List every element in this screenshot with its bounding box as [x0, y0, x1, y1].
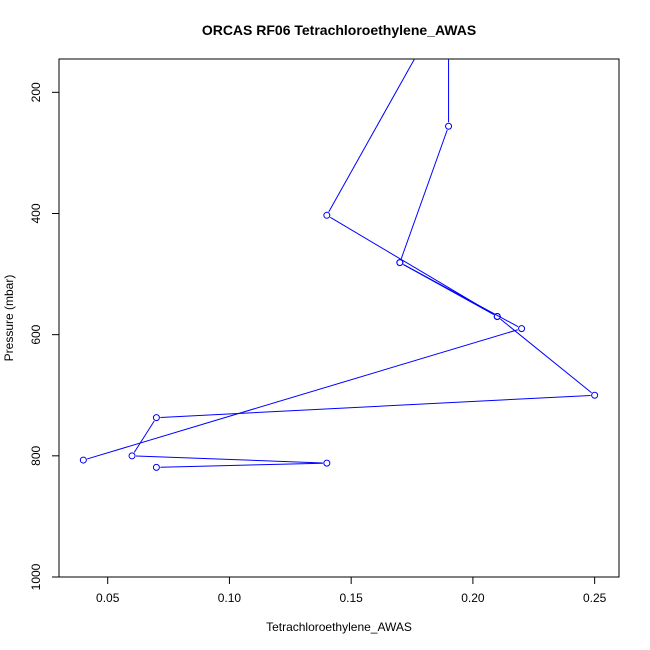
series-segment — [160, 462, 323, 468]
data-point — [518, 325, 526, 333]
x-axis-label: Tetrachloroethylene_AWAS — [266, 620, 412, 634]
series-segment — [400, 129, 448, 259]
series-segment — [500, 318, 592, 394]
data-point — [323, 211, 331, 219]
series-segment — [160, 394, 591, 418]
series-layer — [79, 59, 599, 471]
x-tick-label: 0.25 — [583, 591, 607, 605]
series-3 — [133, 318, 592, 468]
y-tick-label: 400 — [29, 203, 43, 223]
data-point — [493, 312, 501, 320]
y-tick-label: 800 — [29, 445, 43, 465]
series-segment — [87, 329, 518, 460]
series-1 — [328, 59, 495, 315]
series-2 — [87, 264, 519, 460]
y-tick-label: 600 — [29, 324, 43, 344]
data-point — [591, 391, 599, 399]
y-tick-label: 1000 — [29, 563, 43, 590]
data-point — [445, 122, 453, 130]
plot-frame — [58, 58, 620, 578]
series-segment — [133, 420, 155, 453]
series-segment — [136, 455, 323, 464]
data-point — [152, 414, 160, 422]
y-axis-label: Pressure (mbar) — [2, 275, 16, 362]
x-tick-label: 0.20 — [461, 591, 485, 605]
x-tick-label: 0.15 — [339, 591, 363, 605]
series-segment — [328, 59, 415, 213]
series-segment — [403, 264, 519, 328]
data-point — [323, 459, 331, 467]
x-tick-label: 0.05 — [96, 591, 120, 605]
y-axis: 200 400 600 800 1000 — [29, 82, 59, 590]
data-point — [152, 463, 160, 471]
x-axis: 0.05 0.10 0.15 0.20 0.25 — [96, 577, 607, 605]
data-point — [79, 456, 87, 464]
y-tick-label: 200 — [29, 82, 43, 102]
x-tick-label: 0.10 — [218, 591, 242, 605]
data-point — [396, 259, 404, 267]
data-point — [128, 452, 136, 460]
chart-title: ORCAS RF06 Tetrachloroethylene_AWAS — [202, 22, 476, 38]
